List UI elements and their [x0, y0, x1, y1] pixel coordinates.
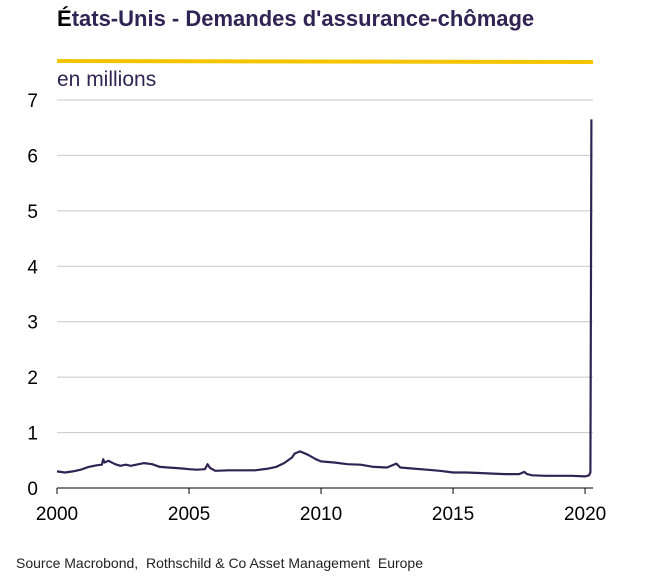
x-tick-label: 2015 — [432, 504, 474, 525]
y-tick-label: 6 — [27, 146, 38, 167]
y-tick-label: 7 — [27, 91, 38, 112]
chart-title: États-Unis - Demandes d'assurance-chômag… — [57, 6, 534, 32]
y-tick-label: 3 — [27, 313, 38, 334]
x-tick-label: 2000 — [36, 504, 78, 525]
y-tick-label: 1 — [27, 424, 38, 445]
y-tick-label: 2 — [27, 368, 38, 389]
x-tick-label: 2010 — [300, 504, 342, 525]
title-accent-rule — [56, 59, 594, 64]
chart-title-accent: É — [57, 6, 72, 31]
axis-layer — [56, 487, 593, 494]
series-line — [56, 119, 593, 478]
x-tick-label: 2020 — [564, 504, 606, 525]
unit-label: en millions — [57, 68, 157, 91]
chart-title-main: tats-Unis - Demandes d'assurance-chômage — [71, 6, 535, 31]
tick-label-layer: 0 1 2 3 4 5 6 7 2000 2005 2010 2015 2020 — [27, 91, 606, 525]
y-tick-label: 4 — [27, 257, 38, 278]
y-tick-label: 5 — [27, 202, 38, 223]
grid-layer — [57, 99, 593, 434]
source-note: Source Macrobond, Rothschild & Co Asset … — [16, 555, 423, 571]
x-tick-label: 2005 — [168, 504, 210, 525]
y-tick-label: 0 — [27, 479, 38, 500]
series-layer — [56, 119, 593, 478]
